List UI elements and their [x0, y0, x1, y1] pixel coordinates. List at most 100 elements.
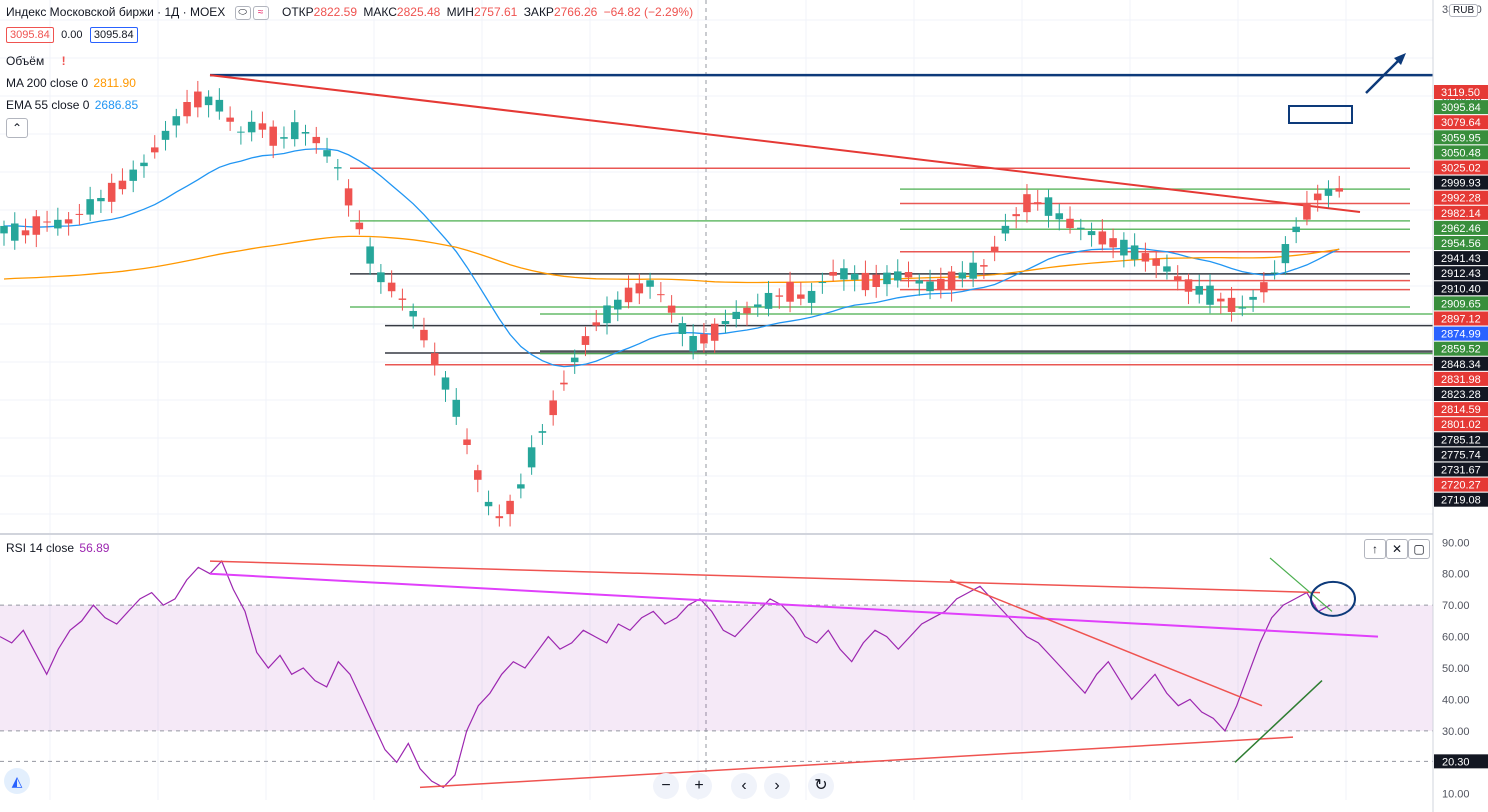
candle-body	[743, 307, 751, 314]
candle-body	[775, 295, 784, 297]
candle-body	[452, 399, 461, 417]
price-label: 2982.14	[1441, 208, 1481, 220]
rsi-descending-trendline	[949, 579, 1263, 707]
candle-body	[732, 311, 740, 320]
candle-body	[312, 136, 321, 144]
candle-body	[689, 335, 697, 352]
candle-body	[204, 96, 213, 106]
rsi-tick-label: 20.30	[1442, 756, 1470, 768]
scroll-right-button[interactable]: ›	[764, 773, 790, 799]
price-label: 3119.50	[1441, 87, 1480, 99]
move-up-icon[interactable]: ↑	[1364, 539, 1386, 559]
candle-body	[474, 470, 482, 480]
price-label-bg	[1434, 190, 1488, 205]
maximize-icon[interactable]: ▢	[1408, 539, 1430, 559]
candle-body	[646, 280, 654, 287]
price-label: 2785.12	[1441, 434, 1481, 446]
price-label: 2941.43	[1441, 253, 1481, 265]
candle-body	[549, 400, 557, 416]
open-label: ОТКР	[281, 5, 314, 19]
price-label-bg	[1434, 402, 1488, 417]
candle-body	[840, 268, 848, 280]
close-label: ЗАКР	[523, 5, 554, 19]
candles	[0, 80, 1344, 527]
rsi-tick-label: 80.00	[1442, 569, 1470, 581]
candle-body	[1163, 266, 1171, 272]
price-label-bg	[1434, 100, 1488, 115]
candle-body	[21, 230, 30, 236]
candle-body	[237, 131, 245, 133]
candle-body	[1173, 276, 1182, 282]
symbol-title[interactable]: Индекс Московской биржи · 1Д · MOEX	[6, 5, 226, 19]
rsi-current-bg	[1434, 754, 1488, 769]
price-label: 2823.28	[1441, 389, 1481, 401]
candle-body	[247, 121, 256, 133]
ask-box[interactable]: 3095.84	[89, 27, 138, 43]
candle-body	[1044, 197, 1053, 216]
price-label-bg	[1434, 477, 1488, 492]
candle-body	[1260, 282, 1268, 293]
price-label: 2731.67	[1441, 465, 1481, 477]
candle-body	[861, 272, 870, 291]
candle-body	[980, 265, 988, 267]
ema-legend[interactable]: EMA 55 close 0 2686.85	[6, 98, 138, 112]
candle-body	[850, 273, 859, 280]
price-label: 3059.95	[1441, 132, 1481, 144]
tradingview-logo-icon[interactable]: ◭	[4, 768, 30, 794]
visibility-icon[interactable]: ⬭	[234, 5, 251, 20]
reset-chart-button[interactable]: ↻	[808, 773, 834, 799]
candle-body	[280, 137, 288, 139]
candle-body	[592, 322, 601, 326]
candle-body	[215, 99, 224, 112]
candle-body	[1012, 214, 1020, 217]
candle-body	[140, 162, 148, 167]
rsi-mark-line	[1269, 557, 1333, 612]
rsi-legend[interactable]: RSI 14 close 56.89	[6, 541, 109, 555]
candle-body	[1206, 285, 1214, 305]
currency-badge[interactable]: RUB	[1449, 4, 1479, 17]
price-label-bg	[1434, 281, 1488, 296]
candle-body	[926, 281, 934, 292]
price-label-bg	[1434, 115, 1488, 130]
price-label-bg	[1434, 205, 1488, 220]
rsi-value: 56.89	[79, 541, 110, 555]
volume-legend[interactable]: Объём !	[6, 54, 66, 68]
zoom-in-button[interactable]: +	[686, 773, 712, 799]
price-label-bg	[1434, 85, 1488, 99]
price-label: 2912.43	[1441, 268, 1481, 280]
ma-legend[interactable]: MA 200 close 0 2811.90	[6, 76, 136, 90]
scroll-left-button[interactable]: ‹	[731, 773, 757, 799]
compare-icon[interactable]: ≈	[252, 5, 269, 20]
candle-body	[1292, 226, 1300, 233]
ema-label: EMA 55 close 0	[6, 98, 90, 112]
bid-box[interactable]: 3095.84	[6, 27, 54, 43]
candle-body	[484, 501, 493, 507]
trend-line	[209, 74, 1361, 213]
zoom-out-button[interactable]: −	[653, 773, 679, 799]
candle-body	[969, 262, 977, 279]
price-label-bg	[1434, 175, 1488, 190]
candle-body	[678, 323, 687, 335]
candle-body	[387, 282, 396, 292]
price-label-bg	[1434, 387, 1488, 401]
close-icon[interactable]: ✕	[1386, 539, 1408, 559]
candle-body	[430, 353, 439, 366]
rsi-magenta-trendline	[209, 572, 1379, 638]
candle-body	[657, 294, 665, 296]
warning-icon[interactable]: !	[61, 54, 66, 68]
candle-body	[1087, 231, 1096, 236]
rsi-band-fill	[0, 605, 1433, 731]
collapse-legend-button[interactable]: ⌃	[6, 118, 28, 138]
candle-body	[301, 131, 310, 134]
price-label: 2775.74	[1441, 449, 1481, 461]
candle-body	[753, 304, 762, 308]
candle-body	[1217, 298, 1225, 302]
price-label: 3050.48	[1441, 147, 1481, 159]
price-label: 2992.28	[1441, 193, 1481, 205]
candle-body	[1033, 202, 1042, 205]
quote-row: 3095.84 0.00 3095.84	[6, 27, 138, 43]
low-label: МИН	[446, 5, 474, 19]
candle-body	[527, 447, 536, 468]
price-label: 2719.08	[1441, 495, 1481, 507]
